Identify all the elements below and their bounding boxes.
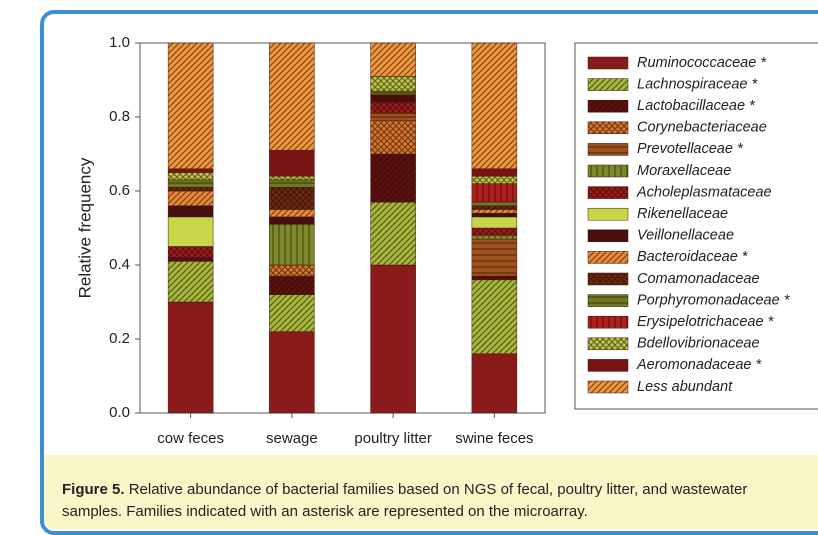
bar-segment [269, 42, 315, 151]
legend-label: Less abundant [637, 379, 733, 395]
caption-label: Figure 5. [62, 481, 125, 498]
legend-swatch [587, 272, 629, 286]
bar-segment [167, 216, 214, 247]
bar-segment [471, 205, 518, 210]
legend-swatch [587, 99, 629, 113]
legend-label: Lachnospiraceae * [637, 76, 758, 92]
legend-label: Rikenellaceae [637, 206, 728, 222]
x-tick-label: swine feces [455, 430, 533, 447]
bar-segment [370, 120, 416, 155]
legend-label: Bdellovibrionaceae [637, 336, 760, 352]
bar-segment [471, 212, 518, 218]
bar-segment [471, 279, 518, 355]
x-tick-label: poultry litter [354, 430, 432, 447]
bar-segment [471, 353, 518, 414]
bar-segment [269, 216, 315, 225]
bar-segment [167, 205, 214, 218]
legend-label: Erysipelotrichaceae * [637, 314, 775, 330]
legend-swatch [587, 251, 629, 264]
legend-label: Acholeplasmataceae [636, 184, 772, 200]
y-tick-label: 0.2 [109, 330, 130, 347]
bar-segment [167, 179, 214, 188]
bar-segment [471, 168, 518, 177]
y-axis-label: Relative frequency [75, 157, 94, 298]
bar-segment [167, 246, 214, 258]
legend-swatch [587, 294, 629, 307]
bar-segment [370, 94, 416, 103]
bar-segment [269, 175, 315, 181]
legend-swatch [587, 359, 629, 372]
bar-segment [370, 90, 416, 96]
bar-segment [167, 301, 214, 414]
bar-segment [471, 42, 518, 170]
y-tick-label: 0.8 [109, 108, 130, 125]
bar-segment [269, 187, 315, 210]
bar-segment [471, 227, 518, 236]
plot-frame [139, 42, 546, 414]
bar-segment [471, 209, 518, 214]
legend-label: Porphyromonadaceae * [637, 292, 791, 308]
legend-label: Bacteroidaceae * [637, 249, 749, 265]
legend-label: Corynebacteriaceae [637, 120, 767, 136]
bar-segment [269, 294, 315, 332]
legend-label: Aeromonadaceae * [636, 357, 762, 373]
caption: Figure 5. Relative abundance of bacteria… [62, 479, 802, 523]
legend-swatch [587, 229, 629, 243]
legend-swatch [587, 337, 629, 351]
bar-segment [269, 331, 315, 414]
bar-segment [471, 238, 518, 277]
y-tick-label: 0.0 [109, 404, 130, 421]
legend-swatch [587, 380, 629, 394]
bar-segment [167, 42, 214, 170]
bar-segment [370, 42, 416, 77]
legend-label: Moraxellaceae [637, 163, 731, 179]
bar-segment [370, 113, 416, 121]
bar-segment [269, 224, 315, 266]
x-tick-label: sewage [266, 430, 318, 447]
bar-segment [370, 153, 416, 203]
legend-swatch [587, 143, 629, 156]
chart: Relative frequency 0.0 0.2 0.4 0.6 0.8 1.0 cow… [75, 34, 818, 447]
bar-segment [167, 190, 214, 207]
bar-segment [370, 101, 416, 114]
legend-label: Comamonadaceae [637, 271, 760, 287]
bar-segment [471, 183, 518, 203]
bar-segment [167, 261, 214, 303]
bar-segment [269, 264, 315, 277]
bar-segment [167, 172, 214, 181]
legend-swatch [587, 164, 629, 178]
bar-segment [471, 235, 518, 240]
legend-swatch [587, 78, 629, 91]
legend-swatch [587, 186, 629, 199]
y-tick-label: 1.0 [109, 34, 130, 51]
bar-segment [471, 175, 518, 184]
legend-label: Lactobacillaceae * [637, 98, 756, 114]
bar-segment [471, 275, 518, 281]
y-tick-label: 0.4 [109, 256, 130, 273]
caption-box [44, 455, 818, 529]
legend-swatch [587, 56, 629, 70]
bar-segment [370, 264, 416, 414]
bar-segment [167, 257, 214, 262]
bar-segment [167, 168, 214, 173]
bar-segment [370, 201, 416, 266]
legend-label: Prevotellaceae * [637, 141, 744, 157]
bar-segment [370, 76, 416, 92]
legend-swatch [587, 207, 629, 221]
legend-swatch [587, 121, 629, 135]
legend-swatch [587, 315, 629, 329]
bar-segment [471, 216, 518, 229]
legend-label: Veillonellaceae [637, 228, 734, 244]
bar-segment [167, 187, 214, 192]
legend-label: Ruminococcaceae * [637, 55, 767, 71]
x-tick-label: cow feces [157, 430, 224, 447]
bar-segment [471, 201, 518, 207]
bar-segment [269, 275, 315, 295]
caption-text: Relative abundance of bacterial families… [62, 481, 748, 520]
y-tick-label: 0.6 [109, 182, 130, 199]
bar-segment [269, 179, 315, 188]
bar-segment [269, 150, 315, 177]
bar-segment [269, 209, 315, 218]
